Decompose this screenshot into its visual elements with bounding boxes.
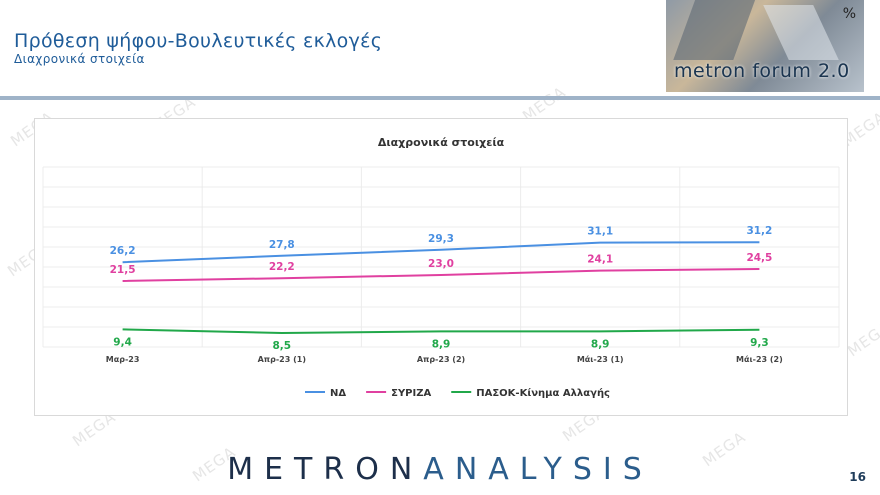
data-label: 8,5 [272, 340, 291, 352]
data-label: 27,8 [269, 239, 295, 251]
metron-analysis-logo: METRONANALYSIS [0, 452, 880, 487]
data-label: 9,4 [113, 336, 132, 348]
watermark-text: MEGA [844, 317, 880, 361]
logo-text: metron forum 2.0 [674, 60, 850, 82]
page-title: Πρόθεση ψήφου-Βουλευτικές εκλογές [14, 30, 383, 52]
chart-container: Διαχρονικά στοιχεία 26,2 27,8 29,3 31,1 31,2… [34, 118, 848, 416]
x-tick-label: Μάι-23 (2) [736, 355, 783, 364]
data-label: 26,2 [110, 245, 136, 257]
line-chart: Διαχρονικά στοιχεία 26,2 27,8 29,3 31,1 31,2… [42, 136, 840, 399]
x-tick-label: Μαρ-23 [106, 355, 140, 364]
data-label: 24,5 [746, 252, 772, 264]
x-tick-label: Απρ-23 (1) [258, 355, 306, 364]
brand-word-metron: METRON [227, 452, 424, 487]
data-label: 8,9 [432, 338, 451, 350]
data-label: 29,3 [428, 233, 454, 245]
series-line [122, 241, 760, 264]
data-label: 23,0 [428, 258, 454, 270]
metron-forum-logo: % metron forum 2.0 [666, 0, 864, 92]
logo-percent: % [842, 6, 856, 22]
legend-label: ΣΥΡΙΖΑ [391, 388, 431, 399]
legend-label: ΝΔ [330, 388, 346, 399]
data-label: 22,2 [269, 261, 295, 273]
x-tick-label: Μάι-23 (1) [577, 355, 624, 364]
page-subtitle: Διαχρονικά στοιχεία [14, 52, 145, 66]
legend-label: ΠΑΣΟΚ-Κίνημα Αλλαγής [476, 387, 610, 399]
data-label: 21,5 [110, 264, 136, 276]
data-label: 31,2 [746, 225, 772, 237]
chart-title: Διαχρονικά στοιχεία [378, 136, 505, 149]
series-line [122, 328, 760, 335]
logo-facet-decoration [763, 5, 839, 60]
logo-facet-decoration [673, 0, 759, 60]
series-line [122, 268, 760, 282]
data-label: 9,3 [750, 337, 769, 349]
page-number: 16 [849, 470, 866, 484]
brand-word-analysis: ANALYSIS [423, 452, 653, 487]
data-label: 24,1 [587, 254, 613, 266]
x-tick-label: Απρ-23 (2) [417, 355, 465, 364]
header-divider [0, 96, 880, 100]
data-label: 8,9 [591, 338, 610, 350]
data-label: 31,1 [587, 226, 613, 238]
